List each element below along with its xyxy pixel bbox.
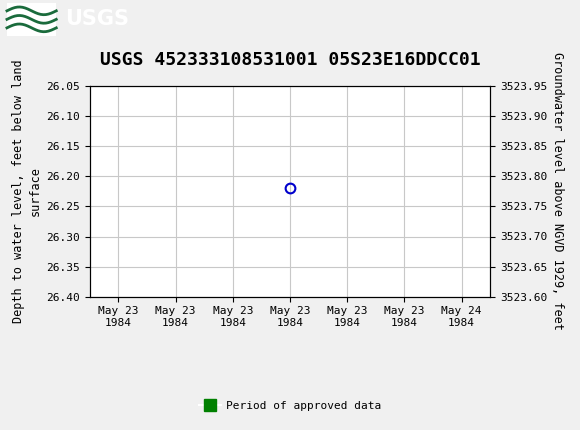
Bar: [7, 3, 56, 36]
Y-axis label: Depth to water level, feet below land
surface: Depth to water level, feet below land su…: [12, 59, 42, 323]
Text: USGS 452333108531001 05S23E16DDCC01: USGS 452333108531001 05S23E16DDCC01: [100, 51, 480, 69]
Text: USGS: USGS: [65, 9, 129, 29]
Legend: Period of approved data: Period of approved data: [195, 397, 385, 416]
Y-axis label: Groundwater level above NGVD 1929, feet: Groundwater level above NGVD 1929, feet: [551, 52, 564, 330]
